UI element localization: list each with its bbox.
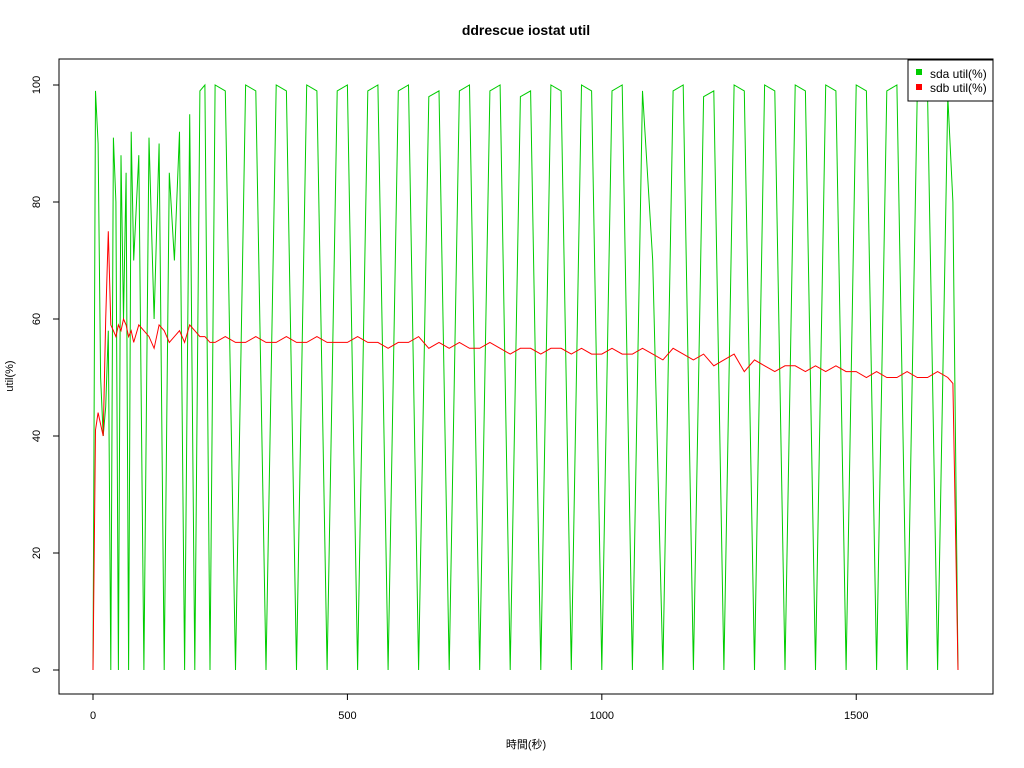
series-layer xyxy=(92,83,959,671)
y-tick-label: 60 xyxy=(31,313,43,325)
x-tick-label: 0 xyxy=(90,710,96,722)
x-axis: 0 500 1000 1500 xyxy=(90,693,868,722)
y-axis: 0 20 40 60 80 100 xyxy=(31,76,60,673)
y-tick-label: 40 xyxy=(31,430,43,442)
x-tick-label: 1000 xyxy=(590,710,614,722)
y-tick-label: 100 xyxy=(31,76,43,94)
legend-swatch-sda xyxy=(916,69,922,75)
legend-label-sdb: sdb util(%) xyxy=(930,81,987,95)
legend-box xyxy=(907,59,994,102)
y-tick-label: 80 xyxy=(31,196,43,208)
x-axis-label: 時間(秒) xyxy=(506,737,546,751)
y-tick-label: 20 xyxy=(31,547,43,559)
y-tick-label: 0 xyxy=(31,667,43,673)
x-tick-label: 1500 xyxy=(844,710,868,722)
chart-title: ddrescue iostat util xyxy=(462,22,590,38)
series-line-sdb xyxy=(92,231,959,671)
legend: sda util(%) sdb util(%) xyxy=(907,59,994,102)
legend-label-sda: sda util(%) xyxy=(930,67,987,81)
series-line-sda xyxy=(92,83,959,671)
legend-swatch-sdb xyxy=(916,84,922,90)
x-tick-label: 500 xyxy=(338,710,356,722)
y-axis-label: util(%) xyxy=(4,360,16,391)
